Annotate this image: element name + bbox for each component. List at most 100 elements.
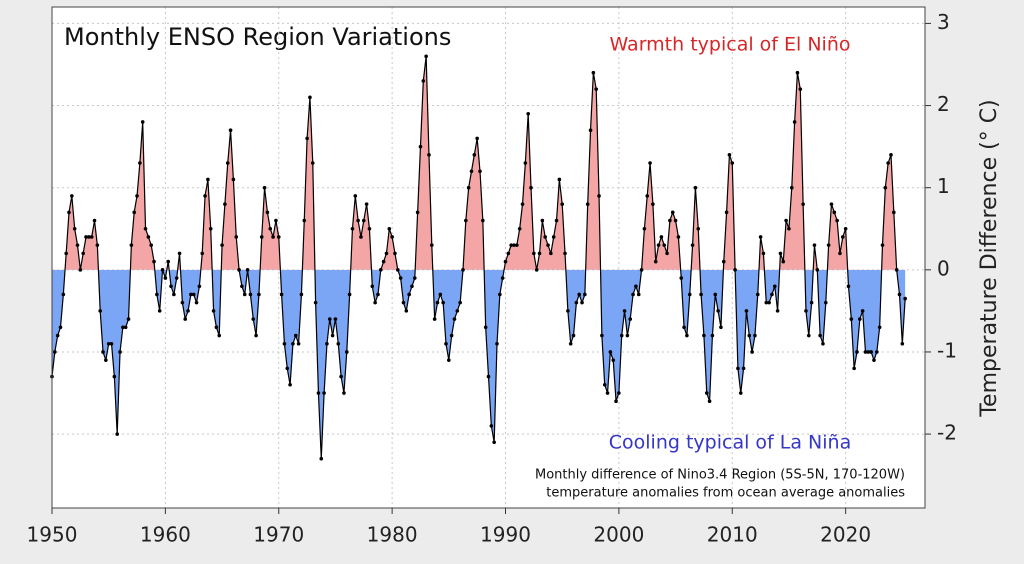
data-point <box>815 268 820 272</box>
data-point <box>619 333 624 338</box>
data-point <box>447 358 451 362</box>
note-line: temperature anomalies from ocean average… <box>546 486 905 501</box>
data-point <box>308 95 312 100</box>
data-point <box>778 251 783 256</box>
data-point <box>804 309 808 313</box>
plot-frame <box>51 6 926 509</box>
data-point <box>339 374 343 379</box>
data-point <box>203 194 207 198</box>
note-line: Monthly difference of Nino3.4 Region (5S… <box>535 468 905 483</box>
data-point <box>875 350 879 354</box>
chart-title: Monthly ENSO Region Variations <box>64 23 451 51</box>
data-point <box>554 218 559 223</box>
data-point <box>557 177 562 182</box>
data-point <box>208 226 213 231</box>
data-point <box>87 235 91 239</box>
data-point <box>333 317 338 321</box>
data-point <box>492 440 496 445</box>
data-point <box>223 202 227 206</box>
data-point <box>860 309 865 313</box>
annotation: Warmth typical of El Niño <box>609 34 850 56</box>
data-point <box>685 333 689 338</box>
data-point <box>271 235 275 239</box>
data-point <box>174 276 179 280</box>
data-point <box>656 243 661 247</box>
data-point <box>217 333 222 338</box>
data-point <box>282 341 287 346</box>
data-point <box>67 210 71 215</box>
data-point <box>495 341 499 346</box>
data-point <box>319 456 324 461</box>
data-point <box>234 235 239 239</box>
data-point <box>464 218 468 223</box>
data-point <box>367 226 372 231</box>
data-point <box>435 300 440 305</box>
data-point <box>761 251 766 256</box>
data-point <box>880 243 885 247</box>
data-point <box>220 243 224 247</box>
data-point <box>792 120 797 124</box>
data-point <box>143 226 148 231</box>
data-point <box>265 210 270 215</box>
data-point <box>588 128 593 132</box>
data-point <box>770 292 774 297</box>
data-point <box>823 300 828 305</box>
positive-area <box>65 56 897 270</box>
data-point <box>716 309 720 313</box>
data-point <box>838 251 842 256</box>
data-point <box>713 292 718 297</box>
data-point <box>858 317 862 321</box>
data-point <box>602 383 607 387</box>
data-point <box>330 333 335 338</box>
data-point <box>214 325 219 330</box>
negative-area <box>52 269 906 459</box>
data-point <box>157 309 162 313</box>
data-point <box>784 218 788 223</box>
data-point <box>421 79 426 83</box>
data-point <box>160 268 165 272</box>
data-point <box>129 243 134 247</box>
data-point <box>361 218 366 223</box>
data-point <box>625 333 630 338</box>
data-point <box>316 391 321 395</box>
data-point <box>534 268 539 272</box>
data-point <box>775 309 780 313</box>
data-point <box>653 259 658 264</box>
data-point <box>206 177 210 182</box>
data-point <box>121 325 125 330</box>
data-point <box>651 202 655 206</box>
data-point <box>560 202 564 206</box>
data-point <box>846 284 851 289</box>
data-point <box>466 185 471 190</box>
data-point <box>767 300 771 305</box>
data-point <box>285 366 290 371</box>
data-point <box>112 374 117 379</box>
data-point <box>98 309 102 313</box>
data-point <box>744 309 749 313</box>
data-point <box>438 292 443 297</box>
data-point <box>832 210 837 215</box>
data-point <box>189 292 193 297</box>
data-point <box>478 169 482 174</box>
data-point <box>296 341 301 346</box>
data-point <box>279 292 284 297</box>
data-point <box>449 333 454 338</box>
data-point <box>900 341 905 346</box>
data-point <box>872 358 876 362</box>
data-point <box>469 169 474 174</box>
data-point <box>659 235 664 239</box>
data-point <box>353 194 358 198</box>
data-point <box>566 309 570 313</box>
data-point <box>639 268 644 272</box>
x-tick-label: 2000 <box>593 523 644 547</box>
data-point <box>138 161 142 165</box>
data-point <box>753 333 757 338</box>
data-point <box>877 325 882 330</box>
data-point <box>432 317 437 321</box>
data-point <box>347 292 352 297</box>
data-point <box>291 341 295 346</box>
data-point <box>350 226 355 231</box>
data-point <box>892 210 896 215</box>
data-point <box>452 317 457 321</box>
